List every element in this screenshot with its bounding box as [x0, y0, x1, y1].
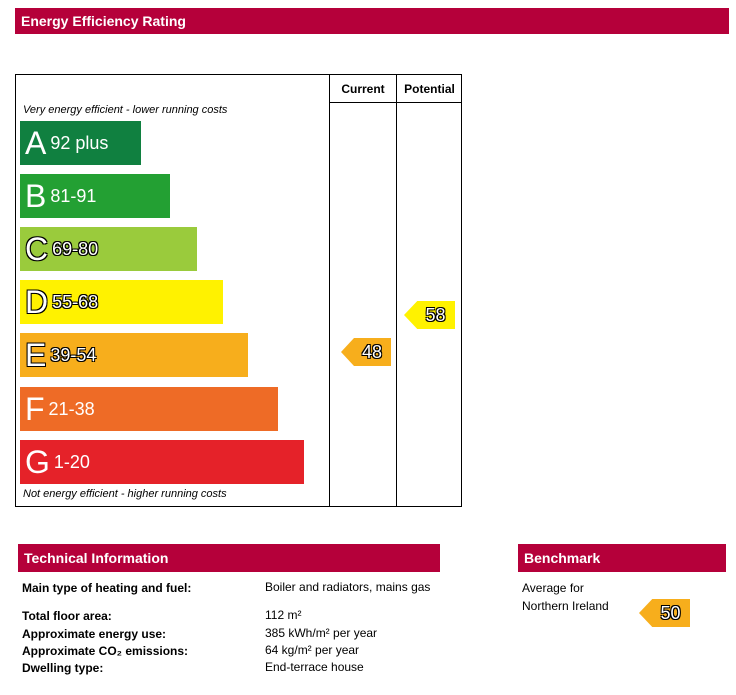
- band-g: G 1-20: [20, 440, 304, 484]
- band-letter: E: [25, 337, 47, 373]
- potential-column-divider: [396, 75, 397, 506]
- potential-rating-value: 58: [425, 304, 446, 325]
- benchmark-rating-value: 50: [660, 602, 681, 623]
- dwelling-type-value: End-terrace house: [265, 660, 364, 674]
- dwelling-type-label: Dwelling type:: [22, 661, 104, 675]
- band-f: F 21-38: [20, 387, 278, 431]
- band-range: 1-20: [53, 452, 90, 472]
- band-b: B 81-91: [20, 174, 170, 218]
- technical-info-heading-bar: Technical Information: [18, 544, 440, 572]
- current-column-header: Current: [341, 81, 385, 96]
- band-d: D 55-68: [20, 280, 223, 324]
- page-title-bar: Energy Efficiency Rating: [15, 8, 729, 34]
- technical-info-heading: Technical Information: [24, 550, 169, 566]
- band-range: 81-91: [50, 186, 97, 206]
- co2-emissions-label: Approximate CO₂ emissions:: [22, 644, 189, 658]
- energy-rating-chart: Current Potential Very energy efficient …: [15, 74, 462, 507]
- band-letter: D: [25, 284, 49, 320]
- heating-fuel-label: Main type of heating and fuel:: [22, 581, 192, 595]
- band-range: 55-68: [52, 292, 99, 312]
- top-note: Very energy efficient - lower running co…: [23, 104, 228, 116]
- benchmark-line-1: Average for: [522, 581, 584, 595]
- heating-fuel-value: Boiler and radiators, mains gas: [265, 580, 431, 594]
- band-range: 69-80: [52, 239, 99, 259]
- band-letter: F: [25, 391, 45, 427]
- benchmark-heading-bar: Benchmark: [518, 544, 726, 572]
- benchmark-heading: Benchmark: [524, 550, 601, 566]
- benchmark-line-2: Northern Ireland: [522, 599, 609, 613]
- band-letter: C: [25, 231, 49, 267]
- band-letter: G: [25, 444, 50, 480]
- energy-use-value: 385 kWh/m² per year: [265, 626, 378, 640]
- band-letter: A: [25, 125, 47, 161]
- potential-rating-tag: 58: [404, 301, 455, 329]
- current-rating-value: 48: [361, 341, 383, 362]
- current-column-divider: [329, 75, 330, 506]
- band-c: C 69-80: [20, 227, 197, 271]
- page-title: Energy Efficiency Rating: [21, 13, 186, 29]
- energy-use-label: Approximate energy use:: [22, 627, 167, 641]
- floor-area-value: 112 m²: [265, 608, 302, 622]
- benchmark-rating-tag: 50: [639, 599, 690, 627]
- band-range: 21-38: [48, 399, 95, 419]
- band-range: 39-54: [50, 345, 97, 365]
- band-e: E 39-54: [20, 333, 248, 377]
- band-a: A 92 plus: [20, 121, 141, 165]
- current-rating-tag: 48: [341, 338, 391, 366]
- band-letter: B: [25, 178, 47, 214]
- floor-area-label: Total floor area:: [22, 609, 112, 623]
- potential-column-header: Potential: [404, 81, 455, 96]
- column-header-rule: [329, 102, 461, 103]
- band-range: 92 plus: [50, 133, 109, 153]
- bottom-note: Not energy efficient - higher running co…: [23, 488, 227, 500]
- co2-emissions-value: 64 kg/m² per year: [265, 643, 360, 657]
